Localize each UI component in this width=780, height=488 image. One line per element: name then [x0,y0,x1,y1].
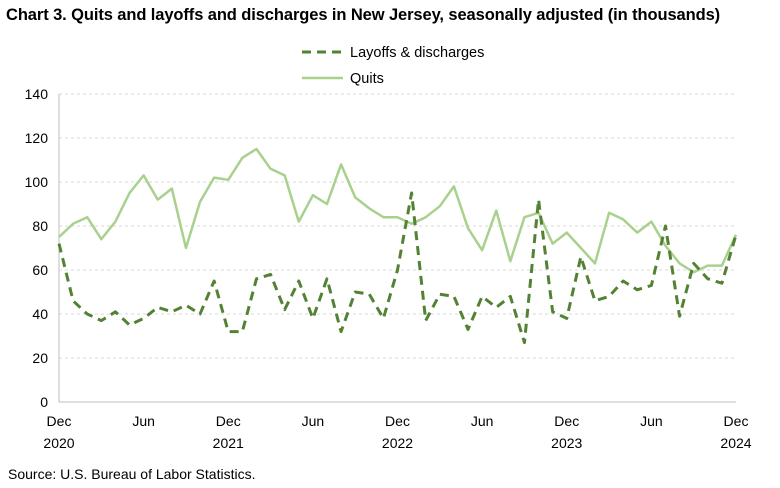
x-tick-label: Jun [640,413,663,429]
x-tick-label: Dec [724,413,749,429]
x-tick-label: Dec [47,413,72,429]
y-tick-label: 80 [32,218,48,234]
y-tick-label: 120 [25,130,49,146]
x-tick-year-label: 2023 [551,435,582,451]
x-tick-label: Dec [216,413,241,429]
series-line-quits [58,147,738,274]
y-tick-label: 60 [32,262,48,278]
gridlines [59,93,736,359]
y-tick-label: 40 [32,306,48,322]
legend-label: Layoffs & discharges [350,45,484,61]
x-tick-label: Jun [302,413,325,429]
source-note: Source: U.S. Bureau of Labor Statistics. [8,466,256,482]
x-tick-year-label: 2021 [213,435,244,451]
x-tick-year-label: 2022 [382,435,413,451]
x-tick-year-label: 2024 [720,435,751,451]
series-line-layoffs-discharges [57,191,738,345]
x-tick-label: Jun [132,413,155,429]
x-tick-label: Dec [385,413,410,429]
x-tick-label: Jun [471,413,494,429]
x-tick-label: Dec [554,413,579,429]
y-tick-label: 20 [32,350,48,366]
series-lines [57,147,738,345]
x-tick-year-label: 2020 [43,435,74,451]
tick-labels: 0 20 40 60 80 100 120 140 Dec 2020 Jun Dec 2021 Jun De… [25,86,752,451]
legend-label: Quits [350,71,384,87]
y-tick-label: 140 [25,86,49,102]
y-tick-label: 100 [25,174,49,190]
legend: Layoffs & discharges Quits [302,45,484,87]
chart-title: Chart 3. Quits and layoffs and discharge… [6,6,721,24]
axes [58,94,736,403]
y-tick-label: 0 [40,394,48,410]
